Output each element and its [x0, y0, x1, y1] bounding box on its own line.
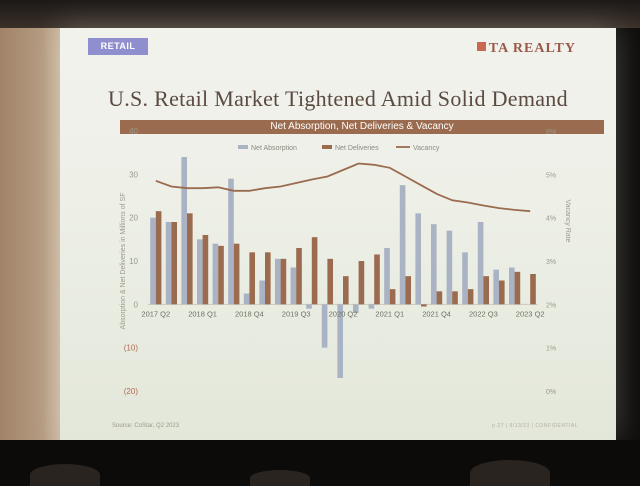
x-tick-label: 2022 Q3 — [469, 309, 498, 318]
y-axis-title: Absorption & Net Deliveries in Millions … — [120, 193, 127, 330]
absorption-bar — [508, 267, 515, 305]
y2-tick-label: 5% — [546, 172, 556, 179]
absorption-bar — [212, 243, 219, 305]
deliveries-bar — [405, 276, 412, 305]
x-tick-label: 2018 Q1 — [188, 309, 217, 318]
y-tick-label: 30 — [129, 170, 138, 179]
y2-axis-title: Vacancy Rate — [564, 199, 571, 242]
absorption-bar — [150, 217, 156, 305]
absorption-bar — [181, 157, 187, 305]
audience-head — [470, 460, 550, 486]
deliveries-bar — [374, 254, 380, 305]
legend-label: Vacancy — [413, 145, 440, 152]
deliveries-bar — [296, 248, 302, 305]
vacancy-line — [155, 162, 531, 213]
chart-title: Net Absorption, Net Deliveries & Vacancy — [120, 120, 604, 134]
deliveries-bar — [233, 243, 240, 305]
legend-label: Net Absorption — [251, 145, 297, 152]
x-tick-label: 2018 Q4 — [235, 309, 264, 318]
source-note: Source: CoStar, Q2 2023 — [112, 423, 180, 429]
slide-title: U.S. Retail Market Tightened Amid Solid … — [108, 86, 568, 111]
y2-tick-label: 0% — [546, 389, 556, 396]
y2-tick-label: 6% — [546, 129, 556, 136]
audience-silhouettes — [0, 440, 640, 486]
room-wall-left — [0, 0, 60, 480]
x-tick-label: 2023 Q2 — [516, 309, 545, 318]
deliveries-bar — [187, 213, 193, 305]
legend-swatch — [322, 145, 332, 149]
absorption-bar — [243, 293, 250, 305]
deliveries-bar — [483, 276, 490, 305]
x-tick-label: 2021 Q4 — [422, 309, 451, 318]
absorption-bar — [306, 304, 312, 309]
deliveries-bar — [218, 245, 224, 305]
absorption-bar — [337, 304, 343, 378]
y2-tick-label: 2% — [546, 302, 556, 309]
deliveries-bar — [436, 291, 443, 305]
deliveries-bar — [280, 258, 287, 305]
absorption-bar — [368, 304, 375, 309]
deliveries-bar — [265, 252, 271, 305]
y2-tick-label: 3% — [546, 259, 556, 266]
x-tick-label: 2019 Q3 — [282, 309, 311, 318]
section-tag: RETAIL — [88, 38, 148, 55]
slide-footer: p.27 | 9/13/23 | CONFIDENTIAL — [492, 423, 578, 429]
brand-name: TA REALTY — [488, 41, 576, 56]
deliveries-bar — [421, 304, 427, 307]
y2-tick-label: 4% — [546, 216, 556, 223]
x-tick-label: 2017 Q2 — [141, 309, 170, 318]
presentation-slide: RETAIL TA REALTY U.S. Retail Market Tigh… — [60, 28, 616, 440]
absorption-bar — [493, 269, 499, 305]
y-tick-label: 0 — [134, 300, 139, 309]
deliveries-bar — [499, 280, 505, 305]
room-ceiling — [0, 0, 640, 28]
absorption-bar — [321, 304, 328, 348]
y-tick-label: (10) — [124, 344, 139, 353]
absorption-bar — [290, 267, 297, 305]
deliveries-bar — [514, 271, 521, 305]
deliveries-bar — [530, 274, 536, 305]
absorption-bar — [259, 280, 265, 305]
deliveries-bar — [202, 235, 209, 305]
y-tick-label: (20) — [124, 387, 139, 396]
deliveries-bar — [389, 289, 396, 305]
absorption-bar — [352, 304, 359, 313]
absorption-bar — [384, 248, 390, 305]
legend-label: Net Deliveries — [335, 145, 379, 152]
audience-head — [250, 470, 310, 486]
deliveries-bar — [155, 211, 162, 305]
y2-tick-label: 1% — [546, 346, 556, 353]
deliveries-bar — [358, 261, 365, 305]
absorption-bar — [399, 185, 406, 305]
chart: 40 30 20 10 0 (10) (20) 6% 5% 4% 3% 2% 1% 0% Absorptio… — [120, 127, 571, 396]
absorption-bar — [228, 178, 234, 305]
absorption-bar — [165, 222, 172, 305]
legend-swatch — [238, 145, 248, 149]
y-tick-label: 20 — [129, 214, 138, 223]
deliveries-bar — [467, 289, 474, 305]
absorption-bar — [477, 222, 484, 305]
deliveries-bar — [171, 222, 178, 305]
y-tick-label: 10 — [129, 257, 138, 266]
deliveries-bar — [343, 276, 349, 305]
x-tick-label: 2021 Q1 — [375, 309, 404, 318]
deliveries-bar — [452, 291, 458, 305]
deliveries-bar — [327, 258, 334, 305]
absorption-bar — [430, 224, 437, 305]
audience-head — [30, 464, 100, 486]
x-tick-label: 2020 Q2 — [329, 309, 358, 318]
absorption-bar — [446, 230, 453, 305]
brand-mark-icon — [476, 42, 486, 51]
deliveries-bar — [311, 237, 318, 305]
absorption-bar — [274, 258, 281, 305]
deliveries-bar — [249, 252, 256, 305]
absorption-bar — [196, 239, 203, 305]
y-tick-label: 40 — [129, 127, 138, 136]
absorption-bar — [462, 252, 468, 305]
brand-logo: TA REALTY — [476, 41, 576, 57]
absorption-bar — [415, 213, 421, 305]
